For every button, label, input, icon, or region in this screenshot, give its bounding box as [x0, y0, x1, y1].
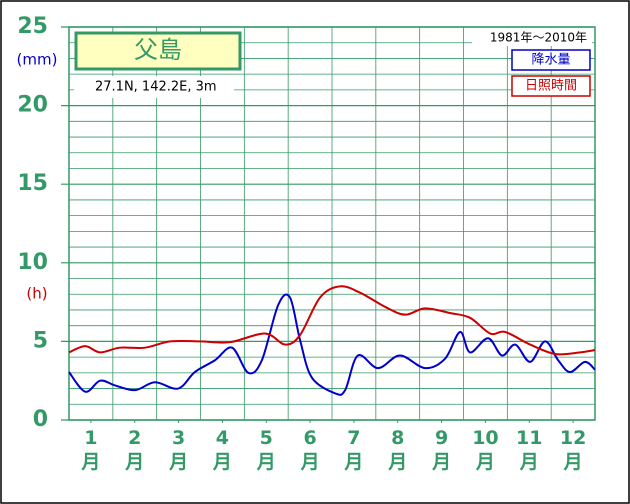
chart-title: 父島	[134, 36, 182, 64]
legend-label: 降水量	[531, 53, 570, 68]
period: 1981年～2010年	[490, 31, 587, 45]
series-line	[68, 293, 596, 396]
y-tick-label: 0	[33, 407, 48, 432]
y-tick-label: 5	[33, 328, 48, 353]
legend-box	[511, 49, 591, 71]
subtitle: 27.1N, 142.2E, 3m	[95, 80, 217, 95]
y-tick-label: 25	[17, 14, 48, 39]
legend-label: 日照時間	[525, 79, 577, 94]
y-tick-label: 15	[17, 171, 48, 196]
x-tick-label: 12 月	[560, 427, 586, 473]
title-box	[74, 31, 242, 71]
subtitle-bg	[74, 76, 234, 98]
x-tick-label: 10 月	[472, 427, 498, 473]
y-tick-label: 10	[17, 250, 48, 275]
plot-frame	[68, 26, 596, 421]
y-unit: (mm)	[17, 51, 58, 69]
series-line	[68, 285, 596, 356]
period-bg	[472, 28, 592, 46]
y-unit: (h)	[26, 285, 47, 303]
y-tick-label: 20	[17, 93, 48, 118]
x-tick-label: 11 月	[516, 427, 542, 473]
legend-box	[511, 75, 591, 97]
